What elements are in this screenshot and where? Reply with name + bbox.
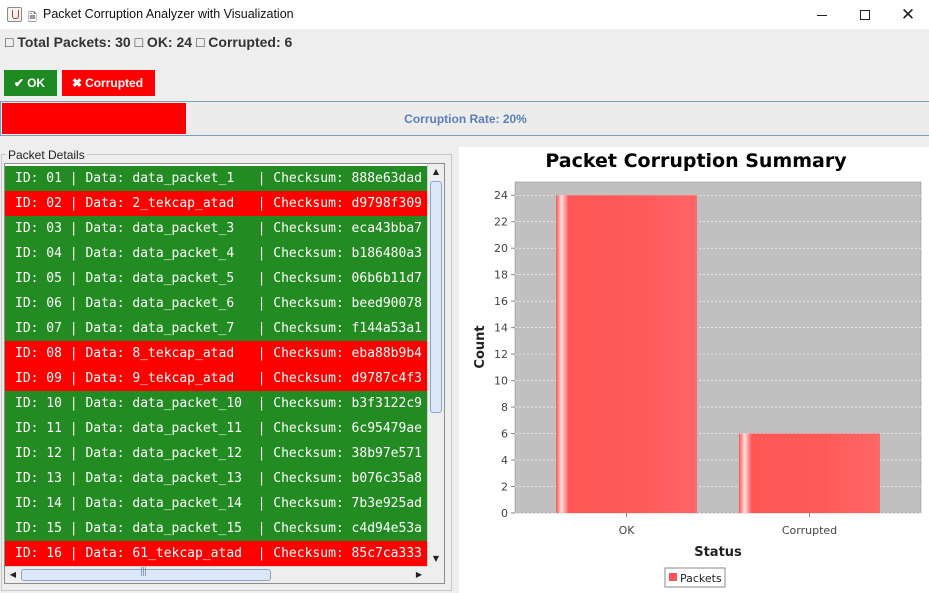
y-tick-label: 2 [501, 481, 508, 494]
progress-label: Corruption Rate: 20% [404, 111, 527, 126]
y-tick-label: 8 [501, 401, 508, 414]
packet-row[interactable]: ID: 07 | Data: data_packet_7 | Checksum:… [5, 316, 427, 341]
close-icon: ✕ [900, 4, 916, 25]
packet-row[interactable]: ID: 13 | Data: data_packet_13 | Checksum… [5, 466, 427, 491]
y-tick-label: 24 [494, 189, 508, 202]
x-axis-label: Status [694, 545, 742, 560]
scroll-up-arrow-icon[interactable]: ▲ [432, 167, 440, 176]
vertical-scrollbar[interactable]: ▲ ▼ [427, 164, 444, 567]
legend-label: Packets [680, 572, 722, 585]
corrupted-button-label: Corrupted [85, 76, 144, 90]
y-tick-label: 16 [494, 295, 508, 308]
y-tick-label: 14 [494, 322, 508, 335]
scroll-right-arrow-icon[interactable]: ▶ [415, 570, 423, 579]
close-button[interactable]: ✕ [885, 0, 929, 30]
y-tick-label: 18 [494, 269, 508, 282]
horizontal-scroll-thumb[interactable] [21, 567, 271, 581]
minimize-button[interactable] [799, 0, 845, 30]
java-cup-icon [7, 7, 22, 22]
packet-row[interactable]: ID: 01 | Data: data_packet_1 | Checksum:… [5, 166, 427, 191]
summary-chart-panel: Packet Corruption Summary 0 2 4 6 8 10 12 14 16 1… [459, 147, 929, 593]
packet-row[interactable]: ID: 16 | Data: 61_tekcap_atad | Checksum… [5, 541, 427, 566]
y-tick-label: 22 [494, 216, 508, 229]
y-tick-label: 20 [494, 242, 508, 255]
packet-row[interactable]: ID: 08 | Data: 8_tekcap_atad | Checksum:… [5, 341, 427, 366]
packet-row[interactable]: ID: 10 | Data: data_packet_10 | Checksum… [5, 391, 427, 416]
packet-row[interactable]: ID: 02 | Data: 2_tekcap_atad | Checksum:… [5, 191, 427, 216]
chart-legend: Packets [664, 567, 726, 588]
scroll-down-arrow-icon[interactable]: ▼ [432, 554, 440, 563]
title-bar[interactable]: 🗎 Packet Corruption Analyzer with Visual… [0, 0, 929, 30]
legend-box [664, 567, 726, 588]
bar-corrupted [739, 433, 880, 513]
y-tick-label: 10 [494, 375, 508, 388]
packet-row[interactable]: ID: 06 | Data: data_packet_6 | Checksum:… [5, 291, 427, 316]
y-tick-label: 6 [501, 428, 508, 441]
checkmark-icon: ✔ [14, 76, 25, 90]
legend-swatch [669, 573, 677, 581]
packet-row[interactable]: ID: 04 | Data: data_packet_4 | Checksum:… [5, 241, 427, 266]
packet-row[interactable]: ID: 09 | Data: 9_tekcap_atad | Checksum:… [5, 366, 427, 391]
packet-row[interactable]: ID: 05 | Data: data_packet_5 | Checksum:… [5, 266, 427, 291]
minimize-icon [817, 14, 827, 16]
packet-list-scrollpane[interactable]: ID: 01 | Data: data_packet_1 | Checksum:… [4, 163, 445, 584]
scroll-left-arrow-icon[interactable]: ◀ [9, 570, 17, 579]
packet-stats-summary: □ Total Packets: 30 □ OK: 24 □ Corrupted… [5, 34, 293, 50]
window-title: Packet Corruption Analyzer with Visualiz… [43, 7, 294, 21]
y-axis-label: Count [473, 325, 488, 368]
document-icon: 🗎 [28, 11, 37, 24]
corrupted-filter-button[interactable]: ✖ Corrupted [62, 70, 155, 96]
panel-legend: Packet Details [6, 148, 87, 162]
x-mark-icon: ✖ [72, 76, 83, 90]
y-tick-label: 4 [501, 454, 508, 467]
packet-details-panel: Packet Details ID: 01 | Data: data_packe… [0, 143, 452, 593]
y-tick-label: 12 [494, 348, 508, 361]
vertical-scroll-thumb[interactable] [430, 181, 442, 413]
chart-title: Packet Corruption Summary [545, 150, 847, 172]
packet-list[interactable]: ID: 01 | Data: data_packet_1 | Checksum:… [5, 166, 427, 566]
packet-row[interactable]: ID: 15 | Data: data_packet_15 | Checksum… [5, 516, 427, 541]
maximize-icon [860, 10, 870, 20]
bar-ok [556, 195, 697, 514]
corruption-rate-progress-bar: Corruption Rate: 20% [0, 101, 929, 136]
packet-row[interactable]: ID: 11 | Data: data_packet_11 | Checksum… [5, 416, 427, 441]
horizontal-scrollbar[interactable]: ◀ ▶ [5, 566, 444, 583]
panel-border [1, 154, 452, 591]
packet-row[interactable]: ID: 03 | Data: data_packet_3 | Checksum:… [5, 216, 427, 241]
maximize-button[interactable] [842, 0, 888, 30]
ok-button-label: OK [27, 76, 46, 90]
progress-fill [2, 103, 187, 134]
scroll-corner [427, 566, 444, 583]
bar-chart: Packet Corruption Summary 02468101214161… [473, 150, 922, 588]
x-tick-label: Corrupted [782, 524, 837, 537]
y-tick-label: 0 [501, 507, 508, 520]
ok-filter-button[interactable]: ✔ OK [4, 70, 57, 96]
packet-row[interactable]: ID: 14 | Data: data_packet_14 | Checksum… [5, 491, 427, 516]
x-tick-label: OK [619, 524, 636, 537]
packet-row[interactable]: ID: 12 | Data: data_packet_12 | Checksum… [5, 441, 427, 466]
